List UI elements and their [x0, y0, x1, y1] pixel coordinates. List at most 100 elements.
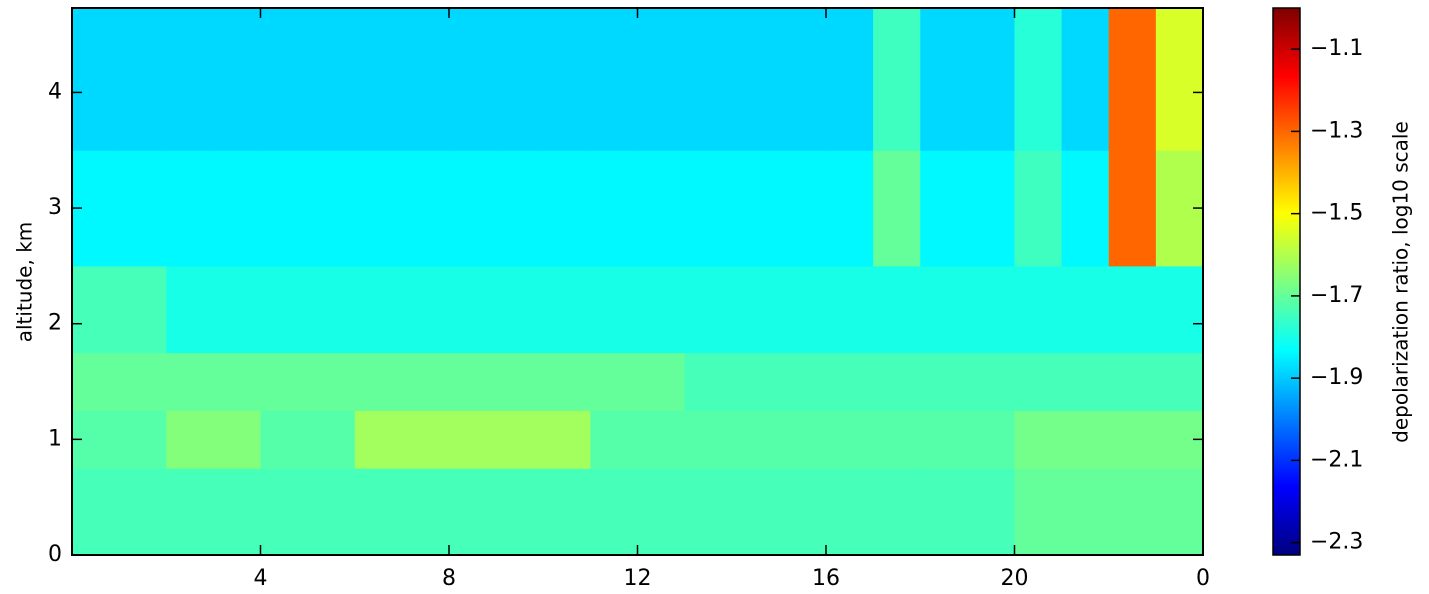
heatmap-cell	[967, 150, 1015, 267]
heatmap-cell	[684, 468, 733, 556]
heatmap-cell	[778, 150, 827, 267]
x-tick-label: 16	[812, 566, 840, 591]
y-tick-label: 0	[48, 542, 62, 567]
heatmap-cell	[260, 468, 309, 556]
x-tick-label: 8	[442, 566, 456, 591]
heatmap-cell	[72, 265, 120, 354]
heatmap-cell	[543, 352, 591, 411]
y-axis-label: altitude, km	[13, 222, 37, 343]
heatmap-cell	[590, 468, 638, 556]
heatmap-cell	[920, 410, 968, 469]
heatmap-cell	[166, 150, 214, 267]
colorbar-tick-label: −1.5	[1310, 201, 1363, 226]
heatmap-cell	[778, 8, 827, 151]
heatmap-cell	[213, 410, 261, 469]
heatmap-cell	[496, 265, 544, 354]
heatmap-cell	[1108, 8, 1157, 151]
heatmap-cell	[684, 8, 733, 151]
heatmap-cell	[684, 265, 733, 354]
heatmap-cell	[213, 265, 261, 354]
heatmap-cell	[166, 468, 214, 556]
heatmap-cell	[967, 8, 1015, 151]
heatmap-cell	[1014, 150, 1063, 267]
heatmap-cell	[354, 265, 403, 354]
heatmap-cell	[1061, 150, 1110, 267]
heatmap-cell	[354, 150, 403, 267]
heatmap-cell	[590, 410, 638, 469]
heatmap-cell	[307, 265, 356, 354]
heatmap-cell	[590, 150, 638, 267]
heatmap-cell	[401, 8, 450, 151]
heatmap-cell	[826, 468, 874, 556]
heatmap-cell	[401, 265, 450, 354]
heatmap-cell	[213, 352, 261, 411]
heatmap-cell	[260, 410, 309, 469]
x-tick-label: 20	[1001, 566, 1029, 591]
heatmap-cell	[354, 410, 403, 469]
y-tick-label: 3	[48, 195, 62, 220]
heatmap-cell	[920, 468, 968, 556]
heatmap-cell	[260, 352, 309, 411]
heatmap-cell	[590, 8, 638, 151]
heatmap-cell	[166, 8, 214, 151]
heatmap-cell	[449, 410, 497, 469]
heatmap-cell	[449, 265, 497, 354]
heatmap-cell	[920, 352, 968, 411]
heatmap-cell	[967, 265, 1015, 354]
heatmap	[72, 8, 1204, 556]
heatmap-cell	[307, 150, 356, 267]
heatmap-cell	[166, 352, 214, 411]
heatmap-cell	[307, 410, 356, 469]
heatmap-cell	[873, 150, 921, 267]
heatmap-cell	[1061, 265, 1110, 354]
colorbar-tick-label: −1.3	[1310, 118, 1363, 143]
colorbar-tick-label: −2.1	[1310, 447, 1363, 472]
heatmap-cell	[778, 265, 827, 354]
heatmap-cell	[1155, 468, 1204, 556]
heatmap-cell	[449, 468, 497, 556]
x-tick-label: 4	[254, 566, 268, 591]
heatmap-cell	[543, 265, 591, 354]
heatmap-cell	[1014, 468, 1063, 556]
heatmap-cell	[260, 265, 309, 354]
y-tick-label: 1	[48, 426, 62, 451]
heatmap-cell	[449, 352, 497, 411]
heatmap-cell	[72, 8, 120, 151]
heatmap-cell	[731, 8, 780, 151]
colorbar-tick-label: −1.1	[1310, 36, 1363, 61]
heatmap-cell	[590, 352, 638, 411]
heatmap-cell	[213, 468, 261, 556]
heatmap-cell	[260, 8, 309, 151]
heatmap-cell	[1155, 8, 1204, 151]
heatmap-cell	[496, 352, 544, 411]
heatmap-cell	[684, 352, 733, 411]
heatmap-cell	[1014, 265, 1063, 354]
heatmap-cell	[307, 8, 356, 151]
heatmap-cell	[873, 468, 921, 556]
heatmap-cell	[873, 265, 921, 354]
y-tick-label: 2	[48, 311, 62, 336]
heatmap-cell	[1061, 8, 1110, 151]
heatmap-cell	[873, 410, 921, 469]
heatmap-cell	[826, 410, 874, 469]
heatmap-cell	[778, 352, 827, 411]
heatmap-cell	[307, 352, 356, 411]
heatmap-cell	[637, 410, 686, 469]
heatmap-cell	[1108, 352, 1157, 411]
heatmap-cell	[731, 352, 780, 411]
colorbar	[1272, 7, 1301, 556]
heatmap-cell	[731, 265, 780, 354]
heatmap-cell	[1061, 468, 1110, 556]
heatmap-cell	[731, 150, 780, 267]
heatmap-cell	[496, 150, 544, 267]
heatmap-cell	[260, 150, 309, 267]
heatmap-cell	[543, 468, 591, 556]
heatmap-cell	[1014, 410, 1063, 469]
heatmap-cell	[119, 8, 167, 151]
heatmap-cell	[166, 265, 214, 354]
heatmap-cell	[637, 468, 686, 556]
heatmap-cell	[354, 352, 403, 411]
heatmap-cell	[778, 410, 827, 469]
heatmap-cell	[920, 265, 968, 354]
